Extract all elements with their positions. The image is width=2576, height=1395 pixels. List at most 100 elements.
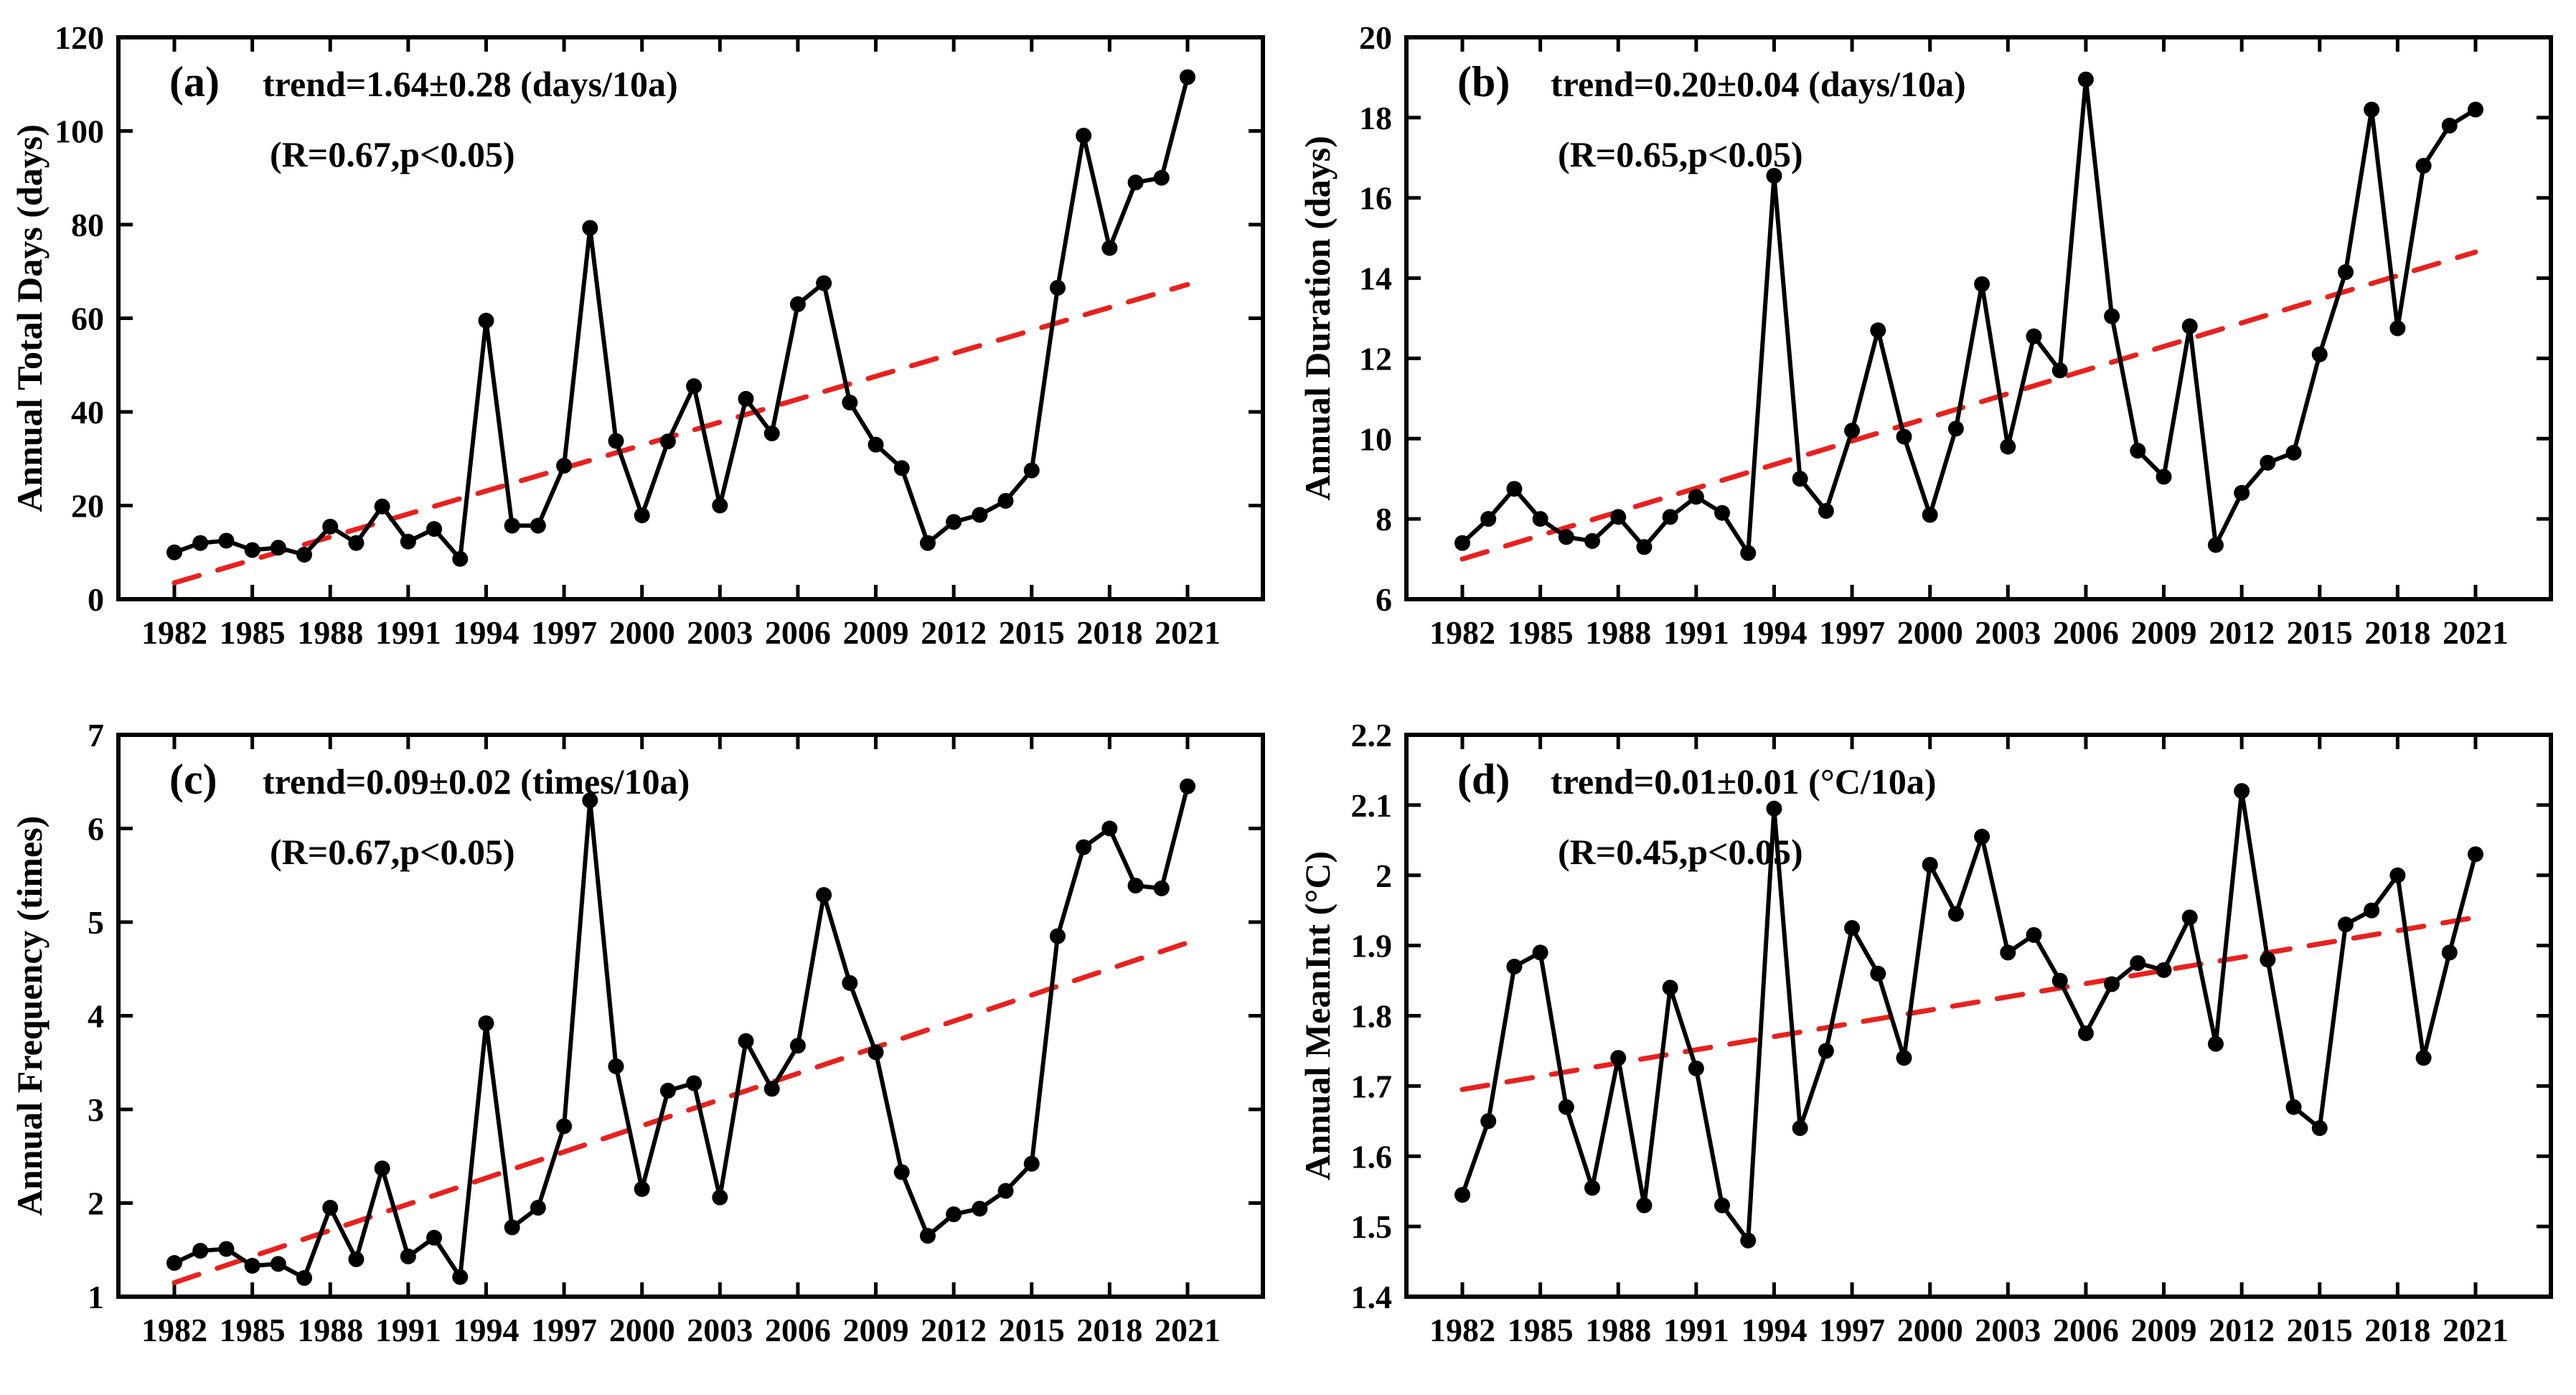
svg-text:18: 18 — [1359, 100, 1392, 136]
svg-text:5: 5 — [88, 904, 104, 941]
svg-text:1988: 1988 — [1585, 614, 1651, 651]
svg-text:2021: 2021 — [1155, 614, 1221, 651]
svg-text:1991: 1991 — [1663, 614, 1729, 651]
svg-text:2018: 2018 — [2364, 1312, 2430, 1348]
svg-text:2003: 2003 — [1975, 614, 2041, 651]
panel-c-letter: (c) — [169, 756, 217, 803]
svg-text:1991: 1991 — [375, 1312, 441, 1348]
svg-text:1985: 1985 — [220, 1312, 286, 1348]
svg-text:2015: 2015 — [999, 1312, 1065, 1348]
svg-text:Annual Total Days (days): Annual Total Days (days) — [9, 124, 50, 512]
svg-text:2012: 2012 — [921, 1312, 987, 1348]
svg-text:1994: 1994 — [453, 1312, 519, 1348]
svg-text:3: 3 — [88, 1091, 104, 1128]
svg-text:2018: 2018 — [1076, 614, 1142, 651]
svg-text:2021: 2021 — [1155, 1312, 1221, 1348]
svg-text:2006: 2006 — [765, 1312, 831, 1348]
svg-text:1982: 1982 — [141, 614, 207, 651]
svg-text:2003: 2003 — [687, 1312, 753, 1348]
svg-text:2: 2 — [1376, 858, 1392, 894]
svg-text:120: 120 — [55, 19, 104, 56]
svg-text:80: 80 — [71, 207, 104, 243]
svg-text:1.5: 1.5 — [1351, 1208, 1393, 1245]
panel-d-r-text: (R=0.45,p<0.05) — [1558, 832, 1803, 872]
svg-text:2015: 2015 — [2287, 1312, 2353, 1348]
svg-text:1994: 1994 — [1741, 1312, 1807, 1348]
svg-text:1.9: 1.9 — [1351, 928, 1393, 964]
svg-text:1985: 1985 — [220, 614, 286, 651]
panel-b-r-text: (R=0.65,p<0.05) — [1558, 134, 1803, 174]
svg-text:1985: 1985 — [1508, 1312, 1574, 1348]
svg-text:1997: 1997 — [531, 1312, 597, 1348]
panel-b: 1982 1985 1988 1991 1994 1997 2000 2003 2006 2009… — [1288, 0, 2576, 698]
svg-text:12: 12 — [1359, 340, 1392, 377]
svg-text:1985: 1985 — [1508, 614, 1574, 651]
svg-text:40: 40 — [71, 394, 104, 431]
svg-text:2012: 2012 — [2209, 614, 2275, 651]
svg-text:Annual Duration (days): Annual Duration (days) — [1297, 136, 1338, 500]
svg-text:1991: 1991 — [375, 614, 441, 651]
panel-d-trend-text: trend=0.01±0.01 (°C/10a) — [1551, 761, 1937, 802]
svg-text:60: 60 — [71, 301, 104, 337]
svg-text:2015: 2015 — [999, 614, 1065, 651]
svg-text:1994: 1994 — [453, 614, 519, 651]
svg-text:0: 0 — [88, 581, 104, 618]
panel-d: 1982 1985 1988 1991 1994 1997 2000 2003 2006 2009… — [1288, 698, 2576, 1395]
panel-d-letter: (d) — [1457, 756, 1510, 803]
svg-text:1997: 1997 — [531, 614, 597, 651]
svg-text:2000: 2000 — [1897, 614, 1963, 651]
panel-a-plot: 1982 1985 1988 1991 1994 1997 2000 2003 2006 2009… — [9, 19, 1265, 651]
svg-text:2009: 2009 — [2131, 1312, 2197, 1348]
svg-text:1997: 1997 — [1819, 614, 1885, 651]
svg-text:8: 8 — [1376, 501, 1392, 537]
svg-text:2003: 2003 — [687, 614, 753, 651]
svg-text:2006: 2006 — [2053, 614, 2119, 651]
svg-text:100: 100 — [55, 113, 104, 150]
panel-a-r-text: (R=0.67,p<0.05) — [270, 134, 515, 174]
svg-text:4: 4 — [88, 998, 104, 1035]
panel-d-plot: 1982 1985 1988 1991 1994 1997 2000 2003 2006 2009… — [1297, 717, 2553, 1348]
svg-text:7: 7 — [88, 717, 104, 753]
svg-text:2006: 2006 — [2053, 1312, 2119, 1348]
svg-text:20: 20 — [71, 488, 104, 525]
svg-text:1994: 1994 — [1741, 614, 1807, 651]
panel-a-trend-text: trend=1.64±0.28 (days/10a) — [263, 64, 678, 104]
svg-text:10: 10 — [1359, 421, 1392, 457]
svg-text:2.1: 2.1 — [1351, 787, 1393, 824]
svg-text:2021: 2021 — [2443, 1312, 2509, 1348]
svg-text:1991: 1991 — [1663, 1312, 1729, 1348]
svg-text:2009: 2009 — [843, 614, 909, 651]
svg-text:2018: 2018 — [1076, 1312, 1142, 1348]
panel-b-trend-text: trend=0.20±0.04 (days/10a) — [1551, 64, 1966, 104]
svg-text:2012: 2012 — [2209, 1312, 2275, 1348]
svg-text:Annual MeanInt (°C): Annual MeanInt (°C) — [1297, 851, 1338, 1180]
svg-text:2021: 2021 — [2443, 614, 2509, 651]
svg-text:1982: 1982 — [141, 1312, 207, 1348]
svg-text:2.2: 2.2 — [1351, 717, 1393, 753]
svg-text:16: 16 — [1359, 180, 1392, 217]
svg-text:14: 14 — [1359, 260, 1392, 297]
panel-c-trend-text: trend=0.09±0.02 (times/10a) — [263, 761, 690, 802]
svg-text:2000: 2000 — [609, 1312, 675, 1348]
svg-text:1988: 1988 — [1585, 1312, 1651, 1348]
svg-text:2006: 2006 — [765, 614, 831, 651]
svg-text:1.4: 1.4 — [1351, 1279, 1393, 1315]
panel-a: 1982 1985 1988 1991 1994 1997 2000 2003 2006 2009… — [0, 0, 1288, 698]
svg-text:2009: 2009 — [843, 1312, 909, 1348]
svg-text:2003: 2003 — [1975, 1312, 2041, 1348]
svg-text:1.8: 1.8 — [1351, 998, 1393, 1035]
svg-text:1982: 1982 — [1429, 614, 1495, 651]
svg-text:1988: 1988 — [297, 1312, 363, 1348]
svg-text:2000: 2000 — [609, 614, 675, 651]
svg-text:6: 6 — [88, 811, 104, 847]
svg-text:1997: 1997 — [1819, 1312, 1885, 1348]
panel-c-r-text: (R=0.67,p<0.05) — [270, 832, 515, 872]
svg-text:2000: 2000 — [1897, 1312, 1963, 1348]
panel-c-plot: 1982 1985 1988 1991 1994 1997 2000 2003 2006 2009… — [9, 717, 1265, 1348]
panel-a-letter: (a) — [169, 58, 220, 105]
svg-text:2009: 2009 — [2131, 614, 2197, 651]
panel-b-letter: (b) — [1457, 58, 1510, 105]
panel-c: 1982 1985 1988 1991 1994 1997 2000 2003 2006 2009… — [0, 698, 1288, 1395]
svg-text:1: 1 — [88, 1279, 104, 1315]
